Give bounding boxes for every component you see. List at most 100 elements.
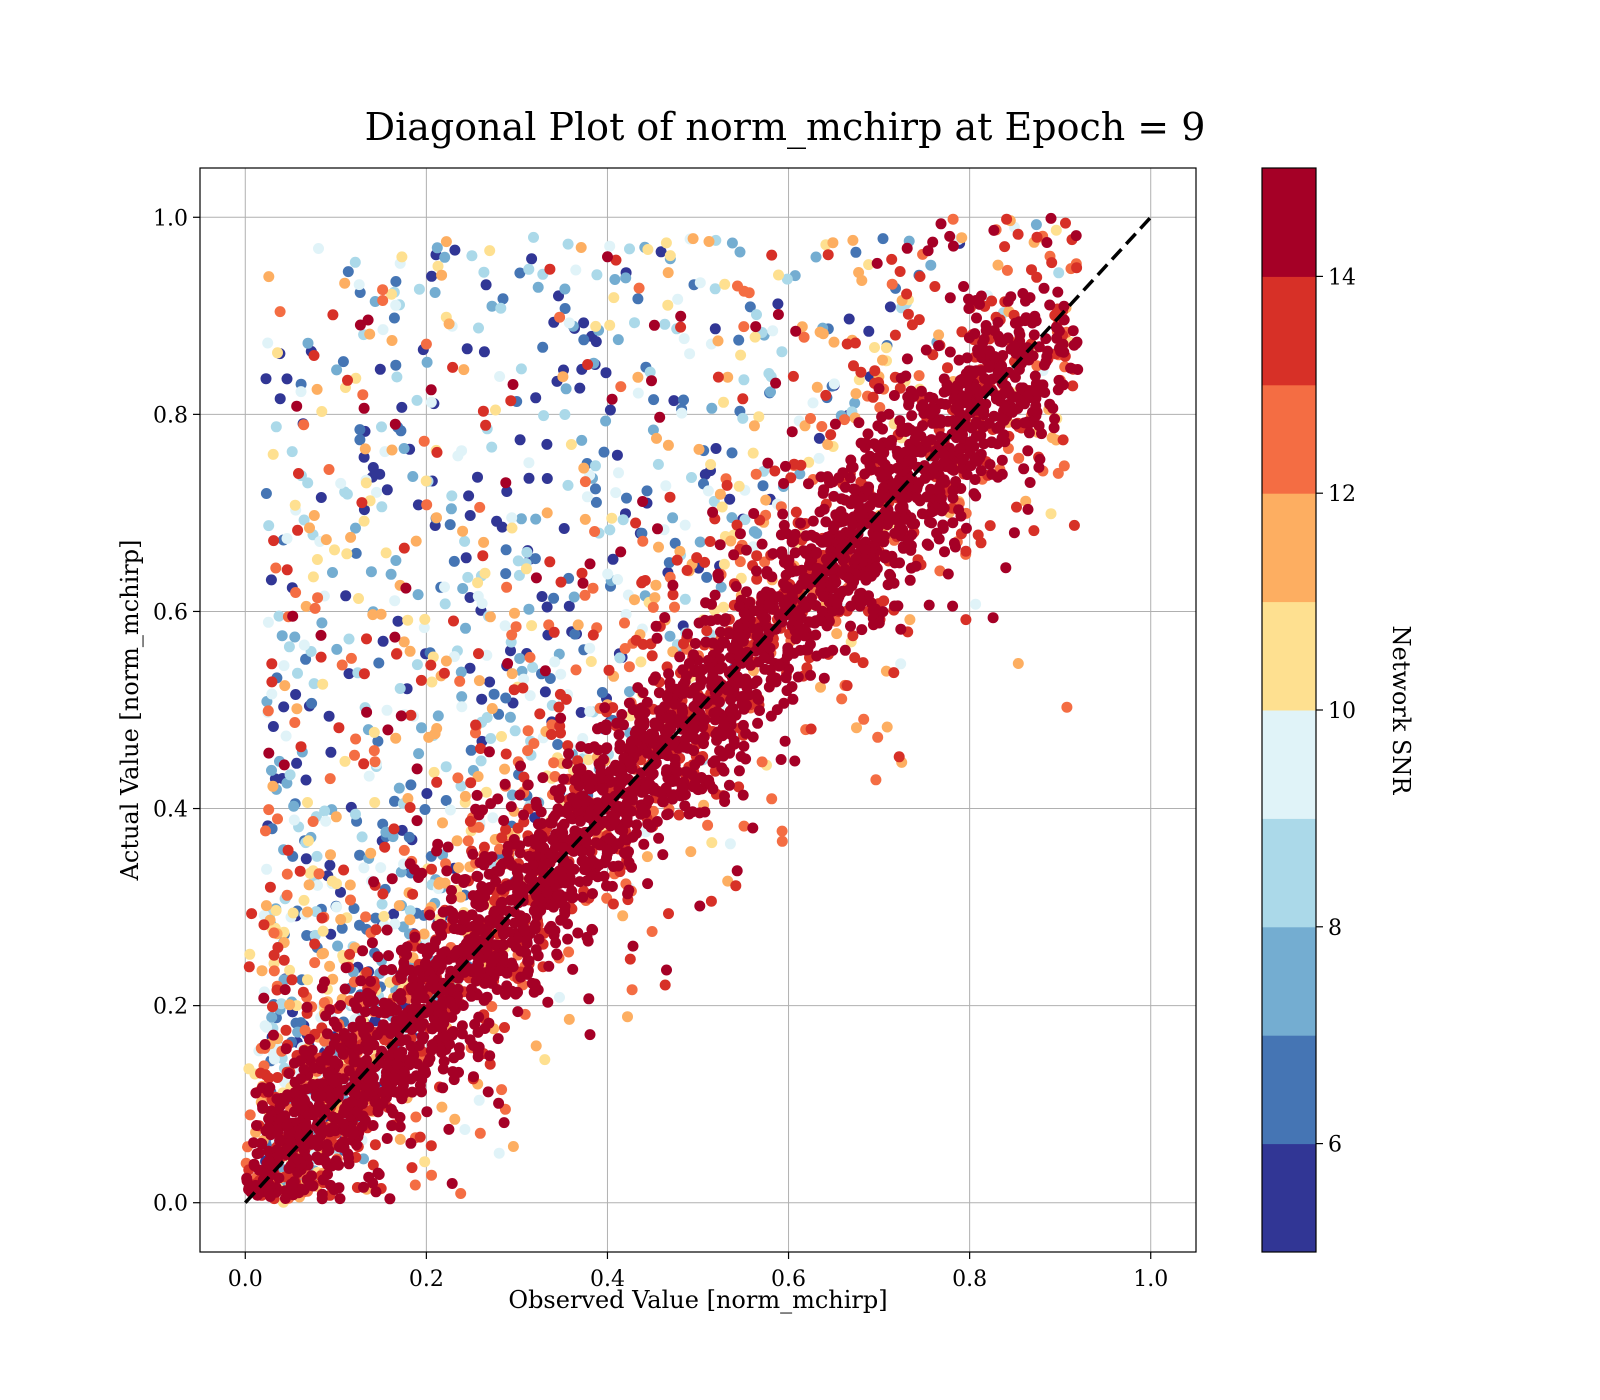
scatter-point — [622, 888, 634, 900]
scatter-point — [760, 494, 772, 506]
scatter-point — [474, 922, 486, 934]
scatter-point — [472, 471, 483, 483]
scatter-point — [343, 633, 355, 645]
scatter-point — [443, 1123, 455, 1135]
scatter-point — [350, 522, 361, 534]
scatter-point — [1026, 264, 1037, 276]
scatter-point — [709, 589, 721, 601]
scatter-point — [611, 717, 623, 729]
scatter-point — [729, 738, 740, 750]
scatter-point — [294, 865, 306, 877]
scatter-point — [903, 396, 915, 408]
scatter-point — [879, 469, 891, 481]
scatter-point — [904, 574, 916, 586]
scatter-point — [581, 491, 593, 503]
scatter-point — [457, 583, 469, 594]
scatter-point — [776, 346, 788, 358]
scatter-point — [963, 303, 975, 314]
scatter-point — [468, 1071, 479, 1083]
scatter-point — [459, 1124, 471, 1135]
scatter-point — [843, 313, 855, 325]
scatter-point — [264, 1191, 276, 1202]
scatter-point — [390, 299, 402, 311]
scatter-point — [278, 759, 290, 771]
scatter-point — [669, 698, 681, 710]
scatter-point — [407, 888, 419, 900]
scatter-point — [268, 535, 280, 547]
scatter-point — [393, 900, 405, 912]
scatter-point — [629, 594, 640, 606]
scatter-point — [295, 386, 307, 398]
scatter-point — [273, 610, 285, 622]
scatter-point — [855, 366, 867, 378]
scatter-point — [798, 331, 810, 343]
scatter-point — [333, 1159, 344, 1171]
scatter-point — [526, 977, 538, 989]
scatter-point — [1061, 701, 1073, 713]
scatter-point — [350, 372, 362, 384]
scatter-point — [570, 664, 582, 676]
scatter-point — [243, 1184, 255, 1195]
scatter-point — [664, 491, 676, 503]
scatter-point — [548, 901, 559, 913]
scatter-point — [1068, 339, 1080, 351]
scatter-point — [537, 341, 549, 353]
scatter-point — [732, 671, 744, 683]
scatter-point — [440, 655, 452, 667]
scatter-point — [883, 408, 895, 420]
scatter-point — [528, 905, 540, 917]
scatter-point — [316, 406, 328, 417]
scatter-point — [256, 965, 268, 977]
scatter-point — [889, 527, 901, 539]
scatter-point — [853, 417, 865, 429]
scatter-point — [475, 755, 487, 767]
scatter-point — [349, 749, 360, 761]
scatter-point — [431, 776, 443, 788]
scatter-point — [278, 954, 290, 966]
scatter-point — [901, 353, 913, 365]
scatter-point — [851, 722, 862, 734]
scatter-point — [514, 847, 526, 859]
scatter-point — [379, 1075, 391, 1087]
scatter-point — [530, 392, 542, 404]
scatter-point — [316, 982, 328, 994]
scatter-point — [353, 593, 364, 604]
scatter-point — [646, 650, 658, 662]
scatter-point — [574, 876, 586, 888]
scatter-point — [267, 780, 279, 792]
scatter-point — [274, 1135, 286, 1147]
scatter-point — [528, 231, 539, 243]
scatter-point — [822, 439, 834, 450]
scatter-point — [586, 923, 598, 935]
scatter-point — [650, 579, 662, 591]
scatter-point — [955, 510, 967, 522]
scatter-point — [871, 531, 882, 543]
scatter-point — [369, 797, 381, 808]
scatter-point — [623, 697, 635, 709]
scatter-point — [815, 681, 826, 693]
scatter-point — [744, 301, 756, 313]
scatter-point — [1053, 374, 1065, 386]
scatter-point — [671, 554, 683, 566]
scatter-point — [630, 517, 642, 529]
scatter-point — [398, 636, 410, 648]
scatter-point — [308, 1062, 320, 1074]
scatter-point — [713, 572, 725, 584]
scatter-point — [498, 815, 510, 826]
scatter-point — [897, 502, 909, 514]
scatter-point — [365, 566, 377, 578]
scatter-point — [906, 319, 918, 331]
scatter-point — [638, 838, 650, 850]
scatter-point — [639, 575, 651, 586]
scatter-point — [652, 458, 664, 470]
scatter-point — [464, 815, 476, 827]
scatter-point — [651, 632, 663, 644]
scatter-point — [950, 476, 962, 487]
scatter-point — [776, 546, 788, 558]
scatter-point — [425, 659, 437, 671]
scatter-point — [925, 259, 937, 271]
scatter-point — [414, 1131, 426, 1143]
scatter-point — [398, 1066, 410, 1078]
scatter-point — [300, 600, 312, 612]
scatter-point — [929, 404, 941, 416]
